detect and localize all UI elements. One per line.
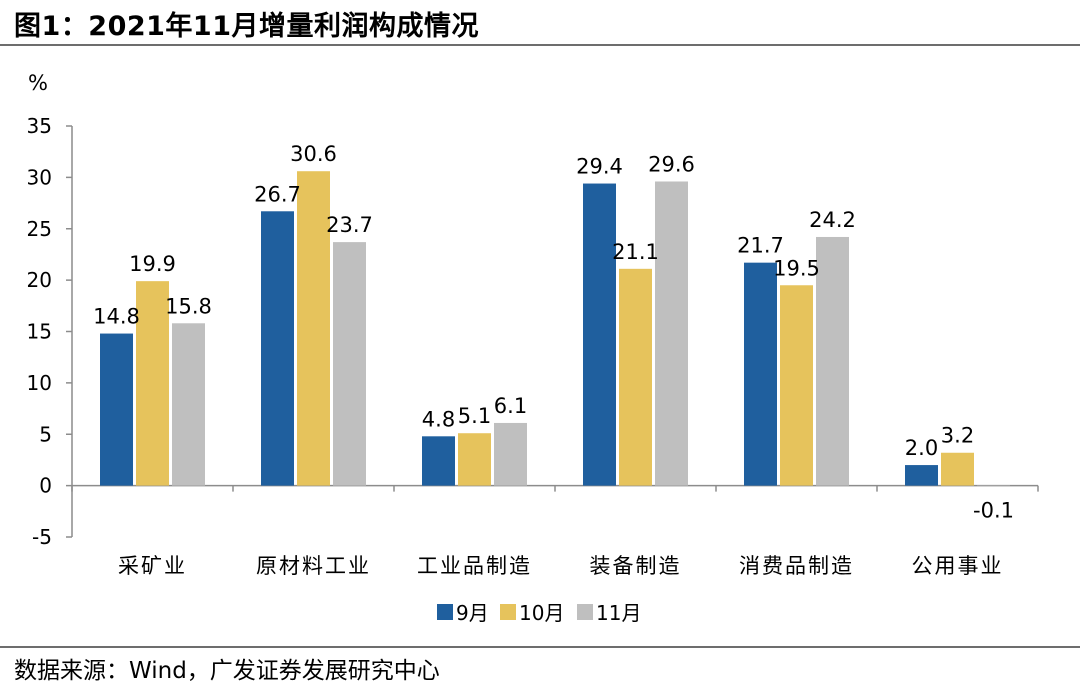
data-label: 2.0: [905, 436, 938, 460]
y-axis-unit-label: %: [28, 71, 48, 95]
bar-10月-公用事业: [941, 452, 974, 486]
top-divider: [0, 44, 1080, 46]
bar-9月-工业品制造: [422, 436, 455, 486]
bar-9月-公用事业: [905, 465, 938, 486]
data-label: 19.5: [773, 256, 820, 280]
bar-9月-装备制造: [583, 183, 616, 486]
bar-11月-装备制造: [655, 181, 688, 486]
x-category-label: 公用事业: [912, 554, 1004, 578]
y-tick-label: -5: [32, 525, 52, 549]
bar-11月-原材料工业: [333, 242, 366, 486]
legend-label: 11月: [596, 601, 641, 625]
x-category-label: 消费品制造: [739, 554, 854, 578]
bar-10月-采矿业: [136, 281, 169, 486]
y-tick-label: 35: [27, 114, 52, 138]
bar-9月-消费品制造: [744, 262, 777, 486]
y-tick-label: 25: [27, 217, 52, 241]
figure-title: 图1：2021年11月增量利润构成情况: [14, 11, 480, 42]
data-label: 21.1: [612, 240, 659, 264]
data-label: 23.7: [326, 213, 373, 237]
chart-axes: % -5 0 5 10 15 20 25 30 35 采矿业 原材料工业 工业品制造 装备制造 消费品制造 公…: [27, 71, 1039, 578]
bar-10月-消费品制造: [780, 285, 813, 486]
data-label: 24.2: [809, 208, 856, 232]
data-label: 21.7: [737, 234, 784, 258]
source-note: 数据来源：Wind，广发证券发展研究中心: [14, 658, 440, 684]
x-category-label: 工业品制造: [417, 554, 532, 578]
legend-label: 10月: [519, 601, 564, 625]
bar-9月-采矿业: [100, 333, 133, 486]
data-label: 30.6: [290, 142, 337, 166]
data-label: 3.2: [941, 424, 974, 448]
legend-swatch-11月: [577, 604, 593, 620]
bar-11月-采矿业: [172, 323, 205, 486]
legend-swatch-9月: [437, 604, 453, 620]
data-label: 14.8: [93, 305, 140, 329]
chart-legend: 9月 10月 11月: [437, 601, 641, 625]
bar-10月-装备制造: [619, 268, 652, 486]
bottom-divider: [0, 646, 1080, 648]
data-label: 4.8: [422, 407, 455, 431]
y-tick-label: 15: [27, 320, 52, 344]
bar-10月-原材料工业: [297, 171, 330, 486]
data-label: -0.1: [973, 499, 1014, 523]
x-category-label: 装备制造: [590, 554, 682, 578]
bar-11月-工业品制造: [494, 422, 527, 486]
data-label: 26.7: [254, 182, 301, 206]
bar-10月-工业品制造: [458, 433, 491, 486]
data-label: 29.6: [648, 152, 695, 176]
y-tick-label: 20: [27, 268, 52, 292]
bar-chart: % -5 0 5 10 15 20 25 30 35 采矿业 原材料工业 工业品制造 装备制造 消费品制造 公…: [27, 71, 1039, 625]
chart-bars: [100, 171, 1010, 487]
data-label: 5.1: [458, 404, 491, 428]
data-label: 6.1: [494, 394, 527, 418]
x-category-label: 采矿业: [118, 554, 187, 578]
data-label: 29.4: [576, 155, 623, 179]
legend-label: 9月: [456, 601, 489, 625]
data-label: 15.8: [165, 294, 212, 318]
bar-11月-消费品制造: [816, 236, 849, 486]
data-label: 19.9: [129, 252, 176, 276]
y-tick-label: 0: [39, 474, 52, 498]
bar-11月-公用事业: [977, 485, 1010, 487]
y-tick-label: 5: [39, 422, 52, 446]
y-tick-label: 10: [27, 371, 52, 395]
y-tick-label: 30: [27, 165, 52, 189]
chart-data-labels: 14.8 26.7 4.8 29.4 21.7 2.0 19.9 30.6 5.1 21.1 19.…: [93, 142, 1014, 522]
legend-swatch-10月: [500, 604, 516, 620]
x-category-label: 原材料工业: [256, 554, 371, 578]
bar-9月-原材料工业: [261, 211, 294, 486]
